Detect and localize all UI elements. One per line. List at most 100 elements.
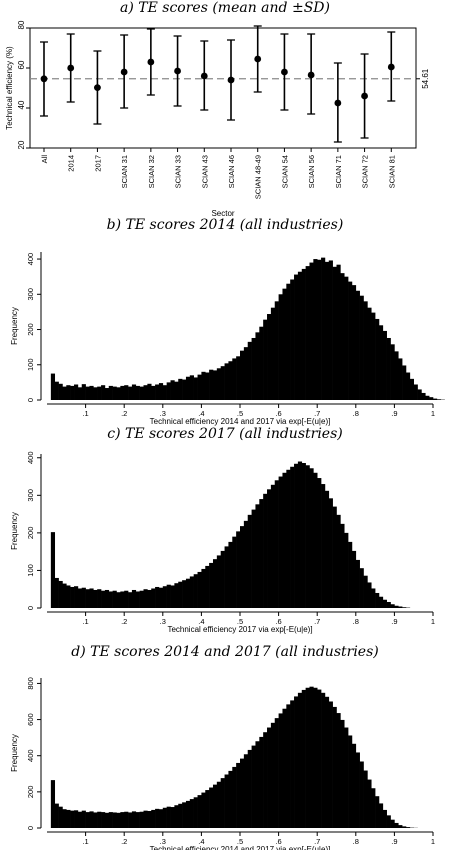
histogram-bar (104, 589, 110, 608)
histogram-bar (386, 815, 391, 828)
x-tick-label: .3 (160, 617, 166, 626)
histogram-bar (305, 687, 310, 828)
histogram-bar (267, 489, 272, 608)
histogram-bar (97, 386, 102, 400)
histogram-bar (402, 365, 407, 400)
histogram-bar (355, 752, 360, 828)
histogram-bar (309, 262, 314, 400)
histogram-bar (174, 381, 179, 400)
histogram-bar (436, 399, 442, 400)
histogram-bar (101, 590, 106, 608)
histogram-bar (321, 692, 326, 828)
histogram-bar (270, 722, 276, 828)
histogram-bar (74, 586, 79, 608)
histogram-bar (104, 812, 110, 828)
chart-b-svg: 0 100 200 300 400 .1 .2 .3 .4 .5 .6 .7 .8 .9 1 Frequenc… (10, 252, 445, 426)
histogram-bar (332, 266, 337, 400)
histogram-bar (421, 392, 426, 400)
histogram-bar (348, 281, 353, 400)
histogram-bar (317, 478, 322, 608)
histogram-bar (228, 541, 233, 608)
histogram-bar (382, 809, 387, 828)
histogram-bar (243, 754, 249, 828)
histogram-bar (286, 283, 291, 400)
x-tick-label: .6 (275, 837, 281, 846)
histogram-bar (166, 806, 171, 828)
histogram-bar (139, 386, 144, 400)
histogram-bar (232, 766, 237, 828)
histogram-bar (324, 490, 330, 608)
mean-point (334, 99, 342, 107)
histogram-bar (220, 550, 225, 608)
histogram-bar (197, 374, 202, 400)
y-tick-label: 300 (26, 288, 35, 301)
histogram-bar (394, 605, 399, 608)
histogram-bar (151, 385, 156, 400)
histogram-bar (355, 290, 360, 400)
histogram-bar (402, 607, 407, 608)
histogram-bar (282, 472, 287, 608)
y-tick-label: 400 (26, 253, 35, 266)
histogram-bar (278, 476, 283, 608)
histogram-bar (216, 368, 221, 400)
y-tick-label: 0 (26, 398, 35, 402)
histogram-bar (348, 541, 353, 608)
histogram-bar (433, 398, 438, 400)
x-tick-label-a: All (40, 155, 49, 164)
y-tick-label: 100 (26, 564, 35, 577)
histogram-bar (348, 735, 353, 828)
histogram-bar (371, 588, 376, 608)
histogram-bar (66, 585, 71, 608)
histogram-bar (236, 531, 241, 608)
histogram-bar (375, 796, 380, 828)
histogram-bar (158, 809, 164, 828)
histogram-bar (232, 358, 237, 400)
mean-point (40, 75, 48, 83)
y-tick-label: 800 (26, 677, 35, 690)
histogram-bar (85, 589, 90, 608)
histogram-bar (162, 385, 167, 400)
histogram-bar (321, 484, 326, 608)
histogram-bar (147, 589, 152, 608)
histogram-bar (402, 826, 407, 828)
histogram-bar (143, 810, 148, 828)
y-tick-label: 400 (26, 451, 35, 464)
histogram-bar (321, 257, 326, 400)
x-tick-label: .6 (275, 409, 281, 418)
histogram-bar (294, 696, 299, 828)
histogram-bar (108, 385, 113, 400)
mean-point (174, 67, 181, 75)
histogram-bar (93, 589, 98, 608)
histogram-bar (317, 259, 322, 400)
x-tick-label-a: 2017 (93, 155, 102, 172)
histogram-bar (174, 805, 179, 828)
histogram-bar (344, 276, 349, 400)
x-tick-label-a: SCIAN 71 (334, 155, 343, 188)
histogram-bar (324, 261, 330, 400)
histogram-bar (147, 811, 152, 828)
histogram-bar (240, 526, 245, 608)
plot-frame-a (29, 27, 417, 149)
y-tick-label-a: 80 (17, 20, 26, 29)
y-tick-label: 0 (26, 826, 35, 830)
x-tick-label: .3 (160, 409, 166, 418)
histogram-bar (212, 559, 218, 608)
histogram-bar (328, 260, 333, 400)
histogram-bar (228, 361, 233, 400)
histogram-bar (274, 301, 279, 400)
histogram-bar (54, 803, 59, 828)
histogram-bar (363, 301, 368, 400)
histogram-bar (398, 825, 403, 828)
x-tick-label: .3 (160, 837, 166, 846)
histogram-bar (139, 590, 144, 608)
mean-point (281, 68, 288, 76)
histogram-bar (50, 532, 56, 608)
histogram-bar (58, 383, 63, 400)
histogram-bar (135, 812, 140, 828)
histogram-bar (170, 807, 175, 828)
histogram-bar (143, 589, 148, 608)
histogram-bar (193, 377, 198, 400)
histogram-bar (247, 341, 252, 400)
histogram-bar (205, 790, 210, 828)
histogram-bar (81, 810, 86, 828)
